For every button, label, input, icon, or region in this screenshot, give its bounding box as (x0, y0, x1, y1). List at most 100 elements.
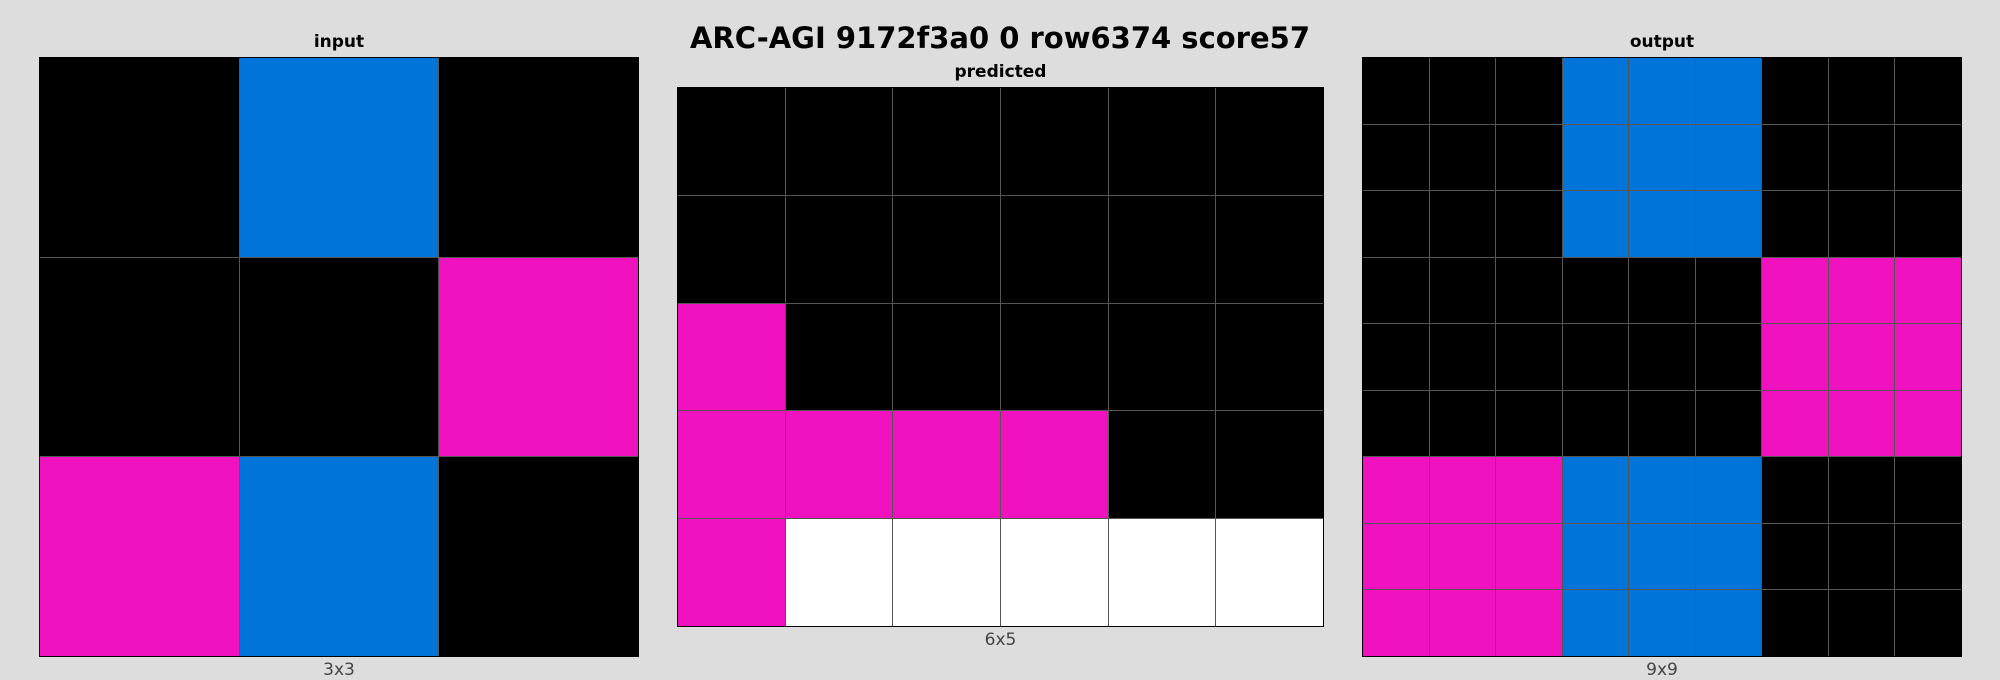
output-cell-r4-c5 (1695, 324, 1762, 390)
output-cell-r6-c8 (1895, 457, 1961, 523)
output-cell-r7-c5 (1695, 523, 1762, 590)
predicted-cell-r3-c5 (1216, 411, 1323, 519)
predicted-cell-r2-c0 (678, 303, 785, 411)
output-cell-r7-c3 (1562, 523, 1629, 590)
predicted-cell-r4-c3 (1000, 519, 1108, 626)
output-cell-r7-c1 (1429, 523, 1496, 590)
input-cell-r0-c1 (239, 58, 439, 257)
output-cell-r1-c2 (1496, 124, 1562, 191)
output-cell-r7-c6 (1762, 523, 1828, 590)
output-cell-r4-c3 (1562, 324, 1629, 390)
output-cell-r0-c6 (1762, 58, 1828, 124)
predicted-cell-r4-c5 (1216, 519, 1323, 626)
output-cell-r1-c0 (1363, 124, 1429, 191)
predicted-cell-r1-c5 (1216, 195, 1323, 303)
output-cell-r3-c1 (1429, 257, 1496, 324)
output-cell-r1-c3 (1562, 124, 1629, 191)
output-cell-r4-c6 (1762, 324, 1828, 390)
output-cell-r0-c4 (1629, 58, 1695, 124)
output-cell-r4-c0 (1363, 324, 1429, 390)
output-cell-r8-c0 (1363, 590, 1429, 656)
output-cell-r2-c4 (1629, 191, 1695, 257)
output-cell-r8-c5 (1695, 590, 1762, 656)
output-cell-r2-c2 (1496, 191, 1562, 257)
output-cell-r2-c0 (1363, 191, 1429, 257)
predicted-cell-r0-c4 (1108, 88, 1216, 195)
output-cell-r6-c6 (1762, 457, 1828, 523)
output-cell-r2-c5 (1695, 191, 1762, 257)
output-cell-r6-c5 (1695, 457, 1762, 523)
output-cell-r1-c6 (1762, 124, 1828, 191)
predicted-cell-r3-c0 (678, 411, 785, 519)
output-cell-r0-c2 (1496, 58, 1562, 124)
output-cell-r1-c8 (1895, 124, 1961, 191)
output-cell-r8-c4 (1629, 590, 1695, 656)
output-cell-r2-c8 (1895, 191, 1961, 257)
predicted-cell-r0-c1 (785, 88, 893, 195)
input-dims: 3x3 (323, 660, 355, 680)
output-cell-r5-c1 (1429, 390, 1496, 457)
output-cell-r8-c6 (1762, 590, 1828, 656)
output-cell-r6-c3 (1562, 457, 1629, 523)
output-cell-r1-c1 (1429, 124, 1496, 191)
output-cell-r8-c8 (1895, 590, 1961, 656)
predicted-cell-r2-c1 (785, 303, 893, 411)
output-cell-r3-c8 (1895, 257, 1961, 324)
input-cell-r2-c2 (439, 457, 638, 656)
input-cell-r0-c2 (439, 58, 638, 257)
output-cell-r7-c8 (1895, 523, 1961, 590)
output-cell-r4-c1 (1429, 324, 1496, 390)
predicted-cell-r4-c0 (678, 519, 785, 626)
predicted-cell-r1-c4 (1108, 195, 1216, 303)
output-cell-r3-c2 (1496, 257, 1562, 324)
output-cell-r5-c3 (1562, 390, 1629, 457)
output-cell-r3-c0 (1363, 257, 1429, 324)
input-grid (39, 57, 639, 657)
output-cell-r7-c7 (1828, 523, 1895, 590)
predicted-cell-r0-c0 (678, 88, 785, 195)
input-cell-r2-c0 (40, 457, 239, 656)
output-cell-r6-c1 (1429, 457, 1496, 523)
predicted-grid (677, 87, 1324, 627)
output-cell-r8-c7 (1828, 590, 1895, 656)
output-cell-r7-c4 (1629, 523, 1695, 590)
output-cell-r5-c2 (1496, 390, 1562, 457)
output-cell-r2-c1 (1429, 191, 1496, 257)
output-cell-r0-c0 (1363, 58, 1429, 124)
output-cell-r5-c8 (1895, 390, 1961, 457)
output-cell-r3-c5 (1695, 257, 1762, 324)
predicted-cell-r1-c3 (1000, 195, 1108, 303)
input-cell-r2-c1 (239, 457, 439, 656)
predicted-cell-r4-c1 (785, 519, 893, 626)
output-cell-r2-c6 (1762, 191, 1828, 257)
output-cell-r0-c7 (1828, 58, 1895, 124)
output-cell-r0-c3 (1562, 58, 1629, 124)
output-cell-r1-c7 (1828, 124, 1895, 191)
output-cell-r3-c3 (1562, 257, 1629, 324)
output-cell-r1-c4 (1629, 124, 1695, 191)
output-dims: 9x9 (1646, 660, 1678, 680)
input-label: input (313, 32, 365, 52)
output-cell-r5-c0 (1363, 390, 1429, 457)
output-cell-r2-c3 (1562, 191, 1629, 257)
predicted-cell-r0-c3 (1000, 88, 1108, 195)
predicted-cell-r1-c1 (785, 195, 893, 303)
output-cell-r8-c1 (1429, 590, 1496, 656)
output-cell-r4-c7 (1828, 324, 1895, 390)
output-cell-r3-c7 (1828, 257, 1895, 324)
output-cell-r6-c2 (1496, 457, 1562, 523)
predicted-cell-r0-c5 (1216, 88, 1323, 195)
predicted-cell-r1-c0 (678, 195, 785, 303)
predicted-cell-r3-c4 (1108, 411, 1216, 519)
output-cell-r0-c1 (1429, 58, 1496, 124)
output-cell-r7-c2 (1496, 523, 1562, 590)
predicted-panel: predicted 6x5 (677, 60, 1324, 660)
output-cell-r1-c5 (1695, 124, 1762, 191)
output-cell-r3-c4 (1629, 257, 1695, 324)
predicted-cell-r2-c5 (1216, 303, 1323, 411)
output-cell-r7-c0 (1363, 523, 1429, 590)
output-cell-r5-c4 (1629, 390, 1695, 457)
output-cell-r8-c2 (1496, 590, 1562, 656)
output-cell-r6-c7 (1828, 457, 1895, 523)
output-label: output (1629, 32, 1695, 52)
